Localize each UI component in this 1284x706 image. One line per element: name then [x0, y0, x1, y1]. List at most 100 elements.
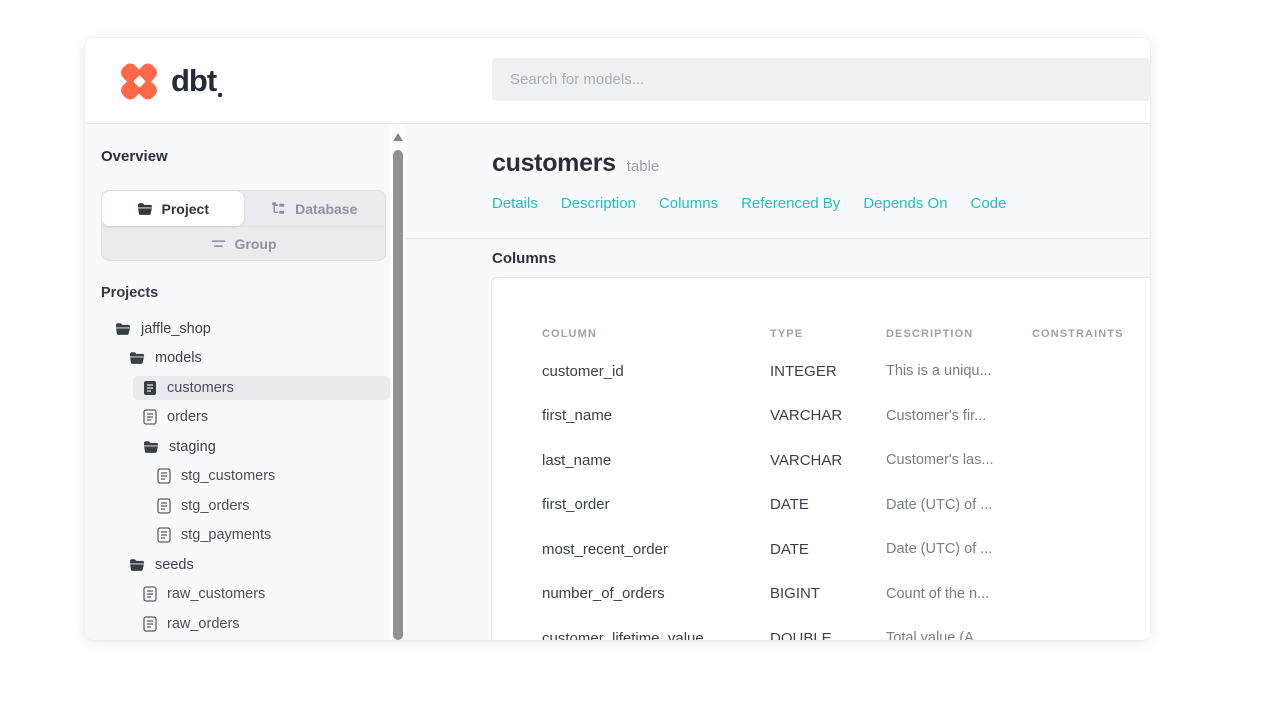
tree-item[interactable]: orders [101, 403, 390, 433]
dbt-logo[interactable]: dbt [117, 59, 223, 103]
tab-database-label: Database [295, 200, 358, 217]
cell-description: Total value (A... [886, 630, 986, 640]
model-nav-link[interactable]: Description [560, 195, 636, 212]
cell-column-name[interactable]: most_recent_order [542, 540, 668, 558]
cell-column-name[interactable]: last_name [542, 451, 612, 469]
cell-type: BIGINT [770, 585, 821, 603]
column-header[interactable]: COLUMN [542, 328, 597, 340]
columns-section-title: Columns [492, 249, 557, 267]
tree-item[interactable]: seeds [101, 550, 390, 580]
table-row[interactable]: last_name VARCHAR Customer's las... [542, 438, 1150, 483]
tree-item[interactable]: customers [101, 373, 390, 403]
project-tree: jaffle_shop [101, 314, 390, 639]
cell-description: Count of the n... [886, 585, 990, 602]
dbt-logo-trademark-dot [218, 93, 223, 97]
cell-description: Date (UTC) of ... [886, 541, 993, 558]
folder-icon [129, 558, 145, 572]
cell-type: VARCHAR [770, 407, 843, 425]
model-nav-link[interactable]: Code [970, 195, 1007, 212]
tree-item-label: raw_orders [167, 615, 240, 632]
tree-item-label: seeds [155, 556, 194, 573]
scrollbar-thumb[interactable] [393, 150, 403, 640]
tree-item-label: stg_orders [181, 497, 250, 514]
model-header: customers table Details Description Colu… [406, 124, 1150, 239]
tab-database[interactable]: Database [244, 191, 386, 226]
column-header[interactable]: DESCRIPTION [886, 328, 974, 340]
cell-description: Customer's las... [886, 452, 994, 469]
columns-table: COLUMN TYPE DESCRIPTION CONSTRAINTS [492, 278, 1150, 640]
model-nav-link[interactable]: Referenced By [741, 195, 841, 212]
table-row[interactable]: number_of_orders BIGINT Count of the n..… [542, 572, 1150, 617]
cell-column-name[interactable]: first_name [542, 407, 613, 425]
top-bar: dbt [85, 38, 1150, 124]
dbt-logo-icon [117, 59, 161, 103]
cell-column-name[interactable]: customer_id [542, 362, 624, 380]
file-icon-selected [143, 380, 157, 396]
cell-type: VARCHAR [770, 451, 843, 469]
tree-item-label: stg_customers [181, 468, 276, 485]
tree-item[interactable]: staging [101, 432, 390, 462]
file-icon [157, 468, 171, 484]
column-header[interactable]: TYPE [770, 328, 804, 340]
overview-heading[interactable]: Overview [101, 148, 168, 165]
tab-project-label: Project [161, 200, 209, 217]
tree-item-label: stg_payments [181, 527, 272, 544]
cell-type: DATE [770, 496, 809, 514]
tree-item-label: staging [169, 438, 216, 455]
scrollbar-up-arrow-icon[interactable] [393, 133, 403, 141]
dbt-docs-window: dbt Overview Project [85, 38, 1150, 640]
model-nav-link[interactable]: Columns [658, 195, 719, 212]
group-filter-icon [211, 238, 226, 250]
tree-item[interactable]: jaffle_shop [101, 314, 390, 344]
tree-item[interactable]: raw_orders [101, 609, 390, 639]
table-row[interactable]: most_recent_order DATE Date (UTC) of ... [542, 527, 1150, 572]
model-nav-link[interactable]: Details [492, 195, 538, 212]
database-tree-icon [271, 201, 286, 216]
cell-column-name[interactable]: first_order [542, 496, 610, 514]
dbt-logo-text: dbt [171, 63, 217, 98]
app-body: Overview Project D [85, 124, 1150, 640]
table-row[interactable]: customer_id INTEGER This is a uniqu... [542, 349, 1150, 394]
tree-item[interactable]: stg_payments [101, 521, 390, 551]
columns-table-body: customer_id INTEGER This is a uniqu... f… [542, 349, 1150, 640]
cell-description: Customer's fir... [886, 407, 987, 424]
file-icon [143, 616, 157, 632]
folder-icon [143, 440, 159, 454]
column-header[interactable]: CONSTRAINTS [1032, 328, 1124, 340]
sidebar: Overview Project D [85, 124, 390, 640]
cell-description: This is a uniqu... [886, 363, 992, 380]
cell-type: INTEGER [770, 362, 837, 380]
tree-item[interactable]: stg_customers [101, 462, 390, 492]
cell-type: DOUBLE [770, 629, 832, 640]
cell-column-name[interactable]: number_of_orders [542, 585, 665, 603]
columns-section-bar: Columns [406, 239, 1150, 277]
table-row[interactable]: first_order DATE Date (UTC) of ... [542, 483, 1150, 528]
model-nav-link[interactable]: Depends On [863, 195, 948, 212]
file-icon [157, 527, 171, 543]
tree-item[interactable]: models [101, 344, 390, 374]
columns-card: COLUMN TYPE DESCRIPTION CONSTRAINTS [491, 277, 1150, 640]
cell-description: Date (UTC) of ... [886, 496, 993, 513]
file-icon [143, 586, 157, 602]
cell-type: DATE [770, 540, 809, 558]
tree-item[interactable]: stg_orders [101, 491, 390, 521]
projects-heading: Projects [101, 285, 159, 301]
tree-item[interactable]: raw_customers [101, 580, 390, 610]
folder-icon [137, 202, 153, 216]
columns-table-header: COLUMN TYPE DESCRIPTION CONSTRAINTS [542, 328, 1150, 340]
cell-column-name[interactable]: customer_lifetime_value [542, 629, 704, 640]
file-icon [157, 498, 171, 514]
sidebar-scrollbar[interactable] [390, 124, 406, 640]
tree-item-label: orders [167, 409, 209, 426]
search-input[interactable] [492, 58, 1150, 101]
tab-project[interactable]: Project [102, 191, 244, 226]
table-row[interactable]: customer_lifetime_value DOUBLE Total val… [542, 616, 1150, 640]
page-title: customers [492, 149, 616, 177]
table-row[interactable]: first_name VARCHAR Customer's fir... [542, 394, 1150, 439]
tree-item-label: jaffle_shop [141, 320, 211, 337]
tab-group-label: Group [234, 235, 277, 252]
tab-group[interactable]: Group [102, 227, 385, 260]
main-content: customers table Details Description Colu… [406, 124, 1150, 640]
sidebar-tab-group: Project Database [101, 190, 386, 261]
